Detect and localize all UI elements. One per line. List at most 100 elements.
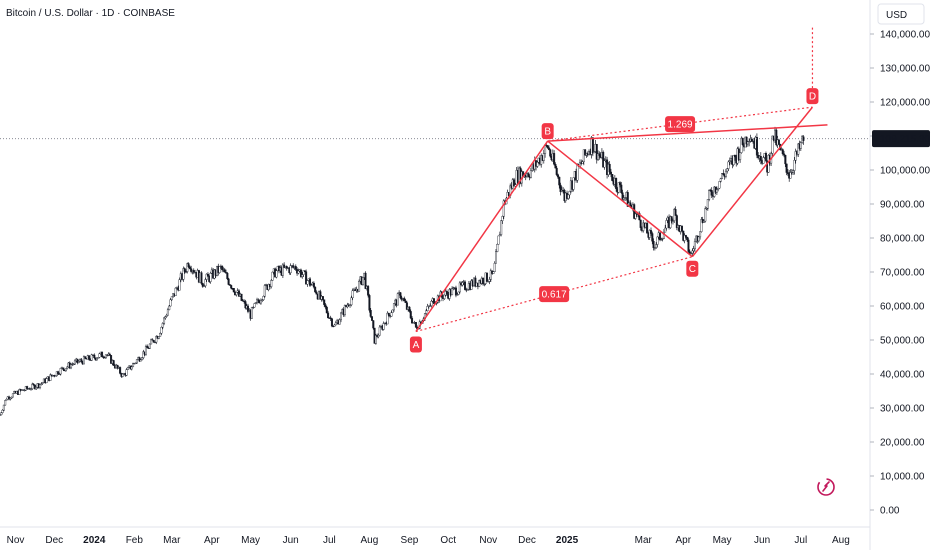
candle-body bbox=[40, 383, 43, 385]
price-axis[interactable]: 0.00 10,000.00 20,000.00 30,000.00 40,000.00… bbox=[870, 30, 930, 517]
candle-body bbox=[139, 359, 142, 362]
candle-body bbox=[33, 384, 36, 390]
candle-body bbox=[708, 190, 711, 200]
candle-body bbox=[116, 364, 119, 369]
time-axis[interactable]: Nov Dec 2024 Feb Mar Apr May Jun Jul Aug Sep Oct Nov… bbox=[7, 535, 850, 546]
leg-bc bbox=[547, 140, 693, 258]
y-tick-label: 130,000.00 bbox=[880, 64, 930, 75]
harmonic-pattern-drawing[interactable]: A B C D 0.617 1.269 bbox=[409, 27, 828, 353]
point-d-label[interactable]: D bbox=[806, 88, 819, 105]
candle-body bbox=[717, 187, 720, 190]
candle-body bbox=[529, 170, 532, 178]
candle-body bbox=[598, 153, 601, 156]
candle-body bbox=[45, 378, 48, 384]
candle-body bbox=[2, 404, 5, 411]
candle-body bbox=[267, 284, 270, 290]
candle-body bbox=[26, 386, 29, 389]
candle-body bbox=[66, 366, 69, 369]
candle-body bbox=[399, 292, 402, 299]
candle-body bbox=[178, 279, 181, 291]
x-tick-label: Apr bbox=[204, 535, 220, 546]
candle-body bbox=[732, 154, 735, 165]
candle-body bbox=[461, 282, 464, 286]
candle-body bbox=[739, 152, 742, 160]
candle-body bbox=[785, 163, 788, 173]
candle-body bbox=[784, 155, 787, 165]
candle-body bbox=[704, 208, 707, 222]
candle-body bbox=[183, 268, 186, 272]
candle-body bbox=[155, 336, 158, 343]
y-tick-label: 50,000.00 bbox=[880, 336, 925, 347]
point-c-label-text: C bbox=[689, 264, 696, 275]
candle-body bbox=[130, 366, 133, 370]
candle-body bbox=[425, 310, 428, 314]
candle-body bbox=[1, 409, 4, 413]
candle-body bbox=[110, 355, 113, 364]
candle-body bbox=[303, 270, 306, 272]
candle-body bbox=[454, 287, 457, 296]
candle-body bbox=[35, 387, 38, 390]
candle-body bbox=[390, 312, 393, 317]
candle-body bbox=[793, 160, 796, 171]
candle-body bbox=[121, 373, 124, 377]
candle-body bbox=[620, 184, 623, 193]
candle-body bbox=[659, 232, 662, 241]
candle-body bbox=[670, 216, 673, 222]
candle-body bbox=[719, 178, 722, 182]
candle-body bbox=[582, 149, 585, 162]
point-d-label-text: D bbox=[809, 92, 816, 103]
y-tick-label: 80,000.00 bbox=[880, 234, 925, 245]
candle-body bbox=[218, 266, 221, 273]
candle-body bbox=[621, 192, 624, 200]
point-b-label[interactable]: B bbox=[541, 123, 554, 140]
candle-body bbox=[190, 268, 193, 272]
x-tick-label: 2024 bbox=[83, 535, 106, 546]
candle-body bbox=[98, 353, 101, 358]
candle-body bbox=[0, 414, 2, 416]
ratio-label-ac-bg bbox=[539, 286, 570, 303]
candle-body bbox=[693, 241, 696, 250]
candle-body bbox=[358, 281, 361, 292]
candle-body bbox=[478, 280, 481, 287]
point-a-label-bg bbox=[409, 336, 422, 353]
candle-body bbox=[748, 141, 751, 143]
ratio-label-ac[interactable]: 0.617 bbox=[539, 286, 570, 303]
x-tick-label: Jul bbox=[794, 535, 807, 546]
candle-body bbox=[164, 316, 167, 319]
candle-body bbox=[119, 367, 122, 374]
candle-body bbox=[591, 137, 594, 154]
ratio-line-bd bbox=[547, 106, 813, 142]
point-a-label[interactable]: A bbox=[409, 336, 422, 353]
candle-body bbox=[168, 305, 171, 310]
candle-body bbox=[188, 266, 191, 269]
x-tick-label: May bbox=[713, 535, 732, 546]
candle-body bbox=[653, 247, 656, 249]
candle-body bbox=[367, 286, 370, 296]
point-b-label-text: B bbox=[544, 127, 551, 138]
candle-body bbox=[759, 156, 762, 161]
candle-body bbox=[492, 271, 495, 274]
currency-button[interactable]: USD bbox=[877, 3, 925, 25]
candle-body bbox=[554, 164, 557, 169]
candle-body bbox=[324, 304, 327, 308]
watermark-logo-icon[interactable] bbox=[817, 478, 835, 496]
candle-body bbox=[502, 200, 505, 217]
candle-body bbox=[169, 299, 172, 307]
candle-body bbox=[639, 219, 642, 228]
candle-body bbox=[73, 360, 76, 365]
candle-body bbox=[23, 389, 26, 392]
candle-body bbox=[555, 167, 558, 175]
candle-body bbox=[174, 287, 177, 296]
candle-body bbox=[11, 393, 14, 398]
candle-body bbox=[80, 359, 83, 362]
candle-body bbox=[221, 265, 224, 271]
point-c-label[interactable]: C bbox=[686, 260, 699, 277]
ratio-label-bd[interactable]: 1.269 bbox=[665, 116, 696, 133]
candle-body bbox=[306, 280, 309, 285]
candle-body bbox=[786, 172, 789, 175]
candle-body bbox=[684, 235, 687, 238]
candle-body bbox=[237, 290, 240, 297]
candle-body bbox=[10, 396, 13, 399]
candle-body bbox=[152, 339, 155, 343]
